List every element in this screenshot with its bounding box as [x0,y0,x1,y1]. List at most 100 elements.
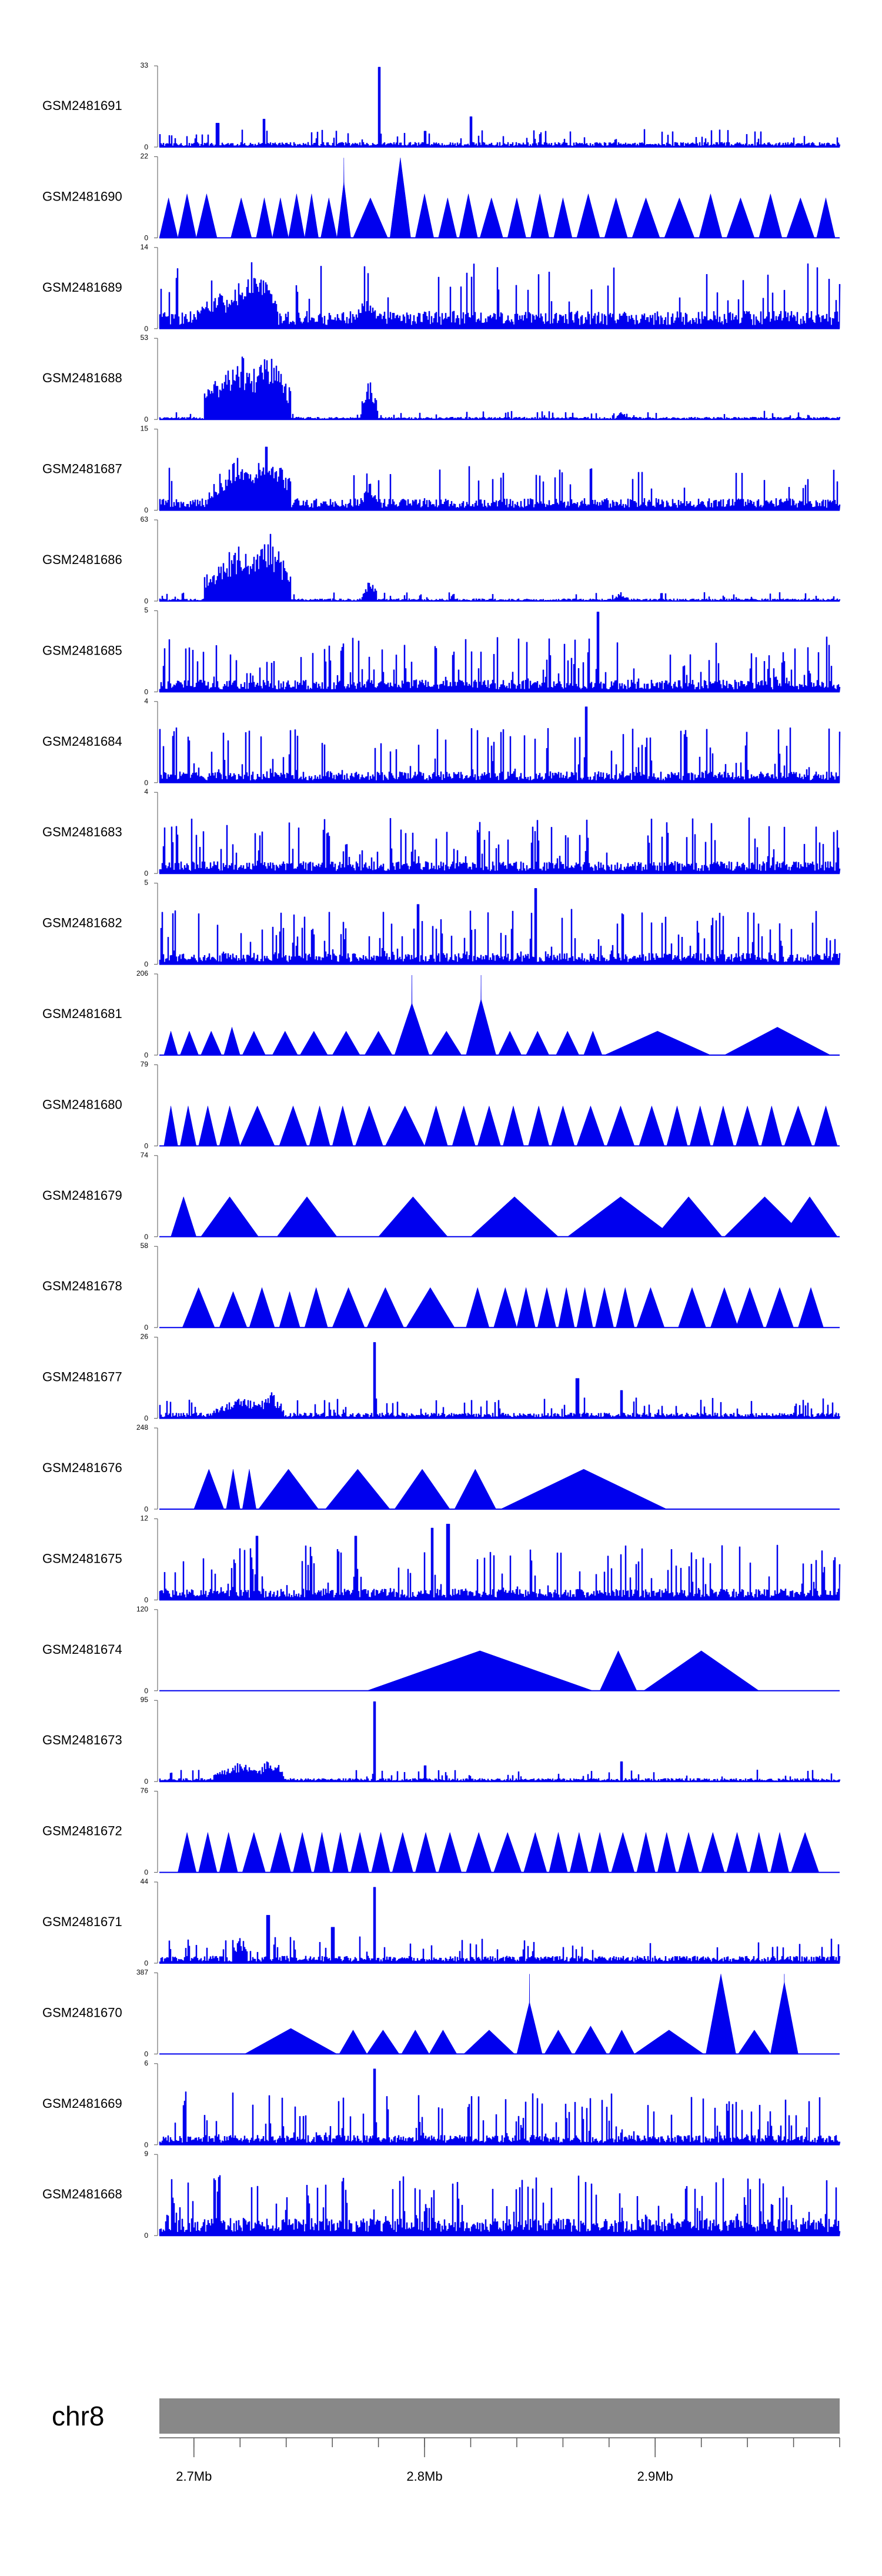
y-axis-min-label: 0 [144,1142,148,1150]
track-GSM2481675: GSM2481675 12 0 [42,1514,841,1604]
chromosome-label: chr8 [52,2401,104,2431]
y-axis-min-label: 0 [144,1233,148,1241]
track-GSM2481691: GSM2481691 33 0 [42,61,841,151]
chromosome-bar [159,2398,840,2434]
signal-area [159,1523,841,1600]
y-axis-min-label: 0 [144,1687,148,1695]
track-label: GSM2481670 [42,2005,122,2020]
track-label: GSM2481688 [42,371,122,385]
track-label: GSM2481680 [42,1097,122,1112]
track-GSM2481680: GSM2481680 79 0 [42,1060,840,1150]
track-GSM2481671: GSM2481671 44 0 [42,1877,841,1967]
track-GSM2481683: GSM2481683 4 0 [42,788,841,877]
y-axis-max-label: 4 [144,788,148,796]
genome-axis: 2.7Mb 2.8Mb 2.9Mb [159,2437,840,2484]
track-label: GSM2481690 [42,189,122,203]
signal-area [159,706,841,783]
y-axis-max-label: 33 [141,61,149,69]
track-label: GSM2481675 [42,1551,122,1566]
signal-area [159,533,841,602]
y-axis-max-label: 9 [144,2150,148,2158]
track-GSM2481674: GSM2481674 120 0 [42,1605,840,1695]
track-label: GSM2481686 [42,552,122,567]
track-label: GSM2481671 [42,1914,122,1929]
track-GSM2481686: GSM2481686 63 0 [42,515,841,605]
signal-area [178,1831,820,1873]
y-axis-max-label: 5 [144,606,148,614]
y-axis-max-label: 74 [141,1151,149,1159]
y-axis-max-label: 6 [144,2059,148,2067]
y-axis-min-label: 0 [144,506,148,515]
y-axis-max-label: 53 [141,333,149,342]
y-axis-min-label: 0 [144,2050,148,2058]
y-axis-max-label: 79 [141,1060,149,1068]
track-label: GSM2481683 [42,825,122,839]
track-label: GSM2481678 [42,1279,122,1293]
track-label: GSM2481689 [42,280,122,295]
track-GSM2481678: GSM2481678 58 0 [42,1242,840,1332]
track-GSM2481681: GSM2481681 206 0 [42,969,840,1059]
y-axis-max-label: 4 [144,697,148,705]
y-axis-min-label: 0 [144,1414,148,1423]
signal-tracks: GSM2481691330GSM2481690220GSM2481689140G… [42,61,841,2240]
track-GSM2481690: GSM2481690 22 0 [42,152,840,242]
track-label: GSM2481687 [42,462,122,476]
y-axis-max-label: 14 [141,243,149,251]
track-GSM2481673: GSM2481673 95 0 [42,1696,841,1786]
signal-area [159,817,841,874]
y-axis-max-label: 248 [136,1423,148,1432]
y-axis-max-label: 5 [144,879,148,887]
track-label: GSM2481673 [42,1733,122,1747]
chromosome-ideogram: chr8 [52,2398,840,2434]
track-GSM2481676: GSM2481676 248 0 [42,1423,840,1513]
track-GSM2481677: GSM2481677 26 0 [42,1333,841,1423]
genome-axis-tick-label: 2.9Mb [637,2469,673,2484]
y-axis-min-label: 0 [144,960,148,969]
genome-axis-tick-label: 2.8Mb [406,2469,442,2484]
y-axis-min-label: 0 [144,1596,148,1604]
signal-area [163,1105,838,1146]
track-label: GSM2481668 [42,2187,122,2201]
track-GSM2481689: GSM2481689 14 0 [42,243,841,333]
track-label: GSM2481682 [42,916,122,930]
track-GSM2481670: GSM2481670 387 0 [42,1968,840,2058]
signal-area [159,66,841,148]
signal-area [159,356,841,420]
y-axis-max-label: 387 [136,1968,148,1976]
track-label: GSM2481679 [42,1188,122,1203]
y-axis-min-label: 0 [144,415,148,423]
track-label: GSM2481672 [42,1824,122,1838]
track-label: GSM2481684 [42,734,122,749]
signal-area [159,158,836,238]
y-axis-min-label: 0 [144,1868,148,1877]
signal-area [159,1342,841,1419]
y-axis-max-label: 12 [141,1514,149,1522]
genome-axis-tick-label: 2.7Mb [176,2469,212,2484]
y-axis-max-label: 44 [141,1877,149,1886]
y-axis-max-label: 76 [141,1787,149,1795]
signal-area [159,1887,841,1964]
track-label: GSM2481685 [42,643,122,658]
track-GSM2481682: GSM2481682 5 0 [42,879,841,969]
signal-area [171,1196,838,1237]
track-label: GSM2481674 [42,1642,122,1657]
signal-area [182,1287,824,1328]
y-axis-max-label: 15 [141,425,149,433]
signal-area [159,1701,841,1782]
track-GSM2481687: GSM2481687 15 0 [42,425,841,515]
y-axis-max-label: 22 [141,152,149,160]
y-axis-min-label: 0 [144,2141,148,2149]
y-axis-max-label: 26 [141,1333,149,1341]
y-axis-max-label: 206 [136,969,148,977]
signal-area [159,612,841,692]
y-axis-max-label: 120 [136,1605,148,1613]
track-GSM2481684: GSM2481684 4 0 [42,697,841,787]
signal-area [159,888,841,965]
y-axis-min-label: 0 [144,233,148,242]
y-axis-max-label: 58 [141,1242,149,1250]
y-axis-min-label: 0 [144,1323,148,1332]
signal-area [244,1974,799,2054]
signal-area [159,2175,841,2236]
